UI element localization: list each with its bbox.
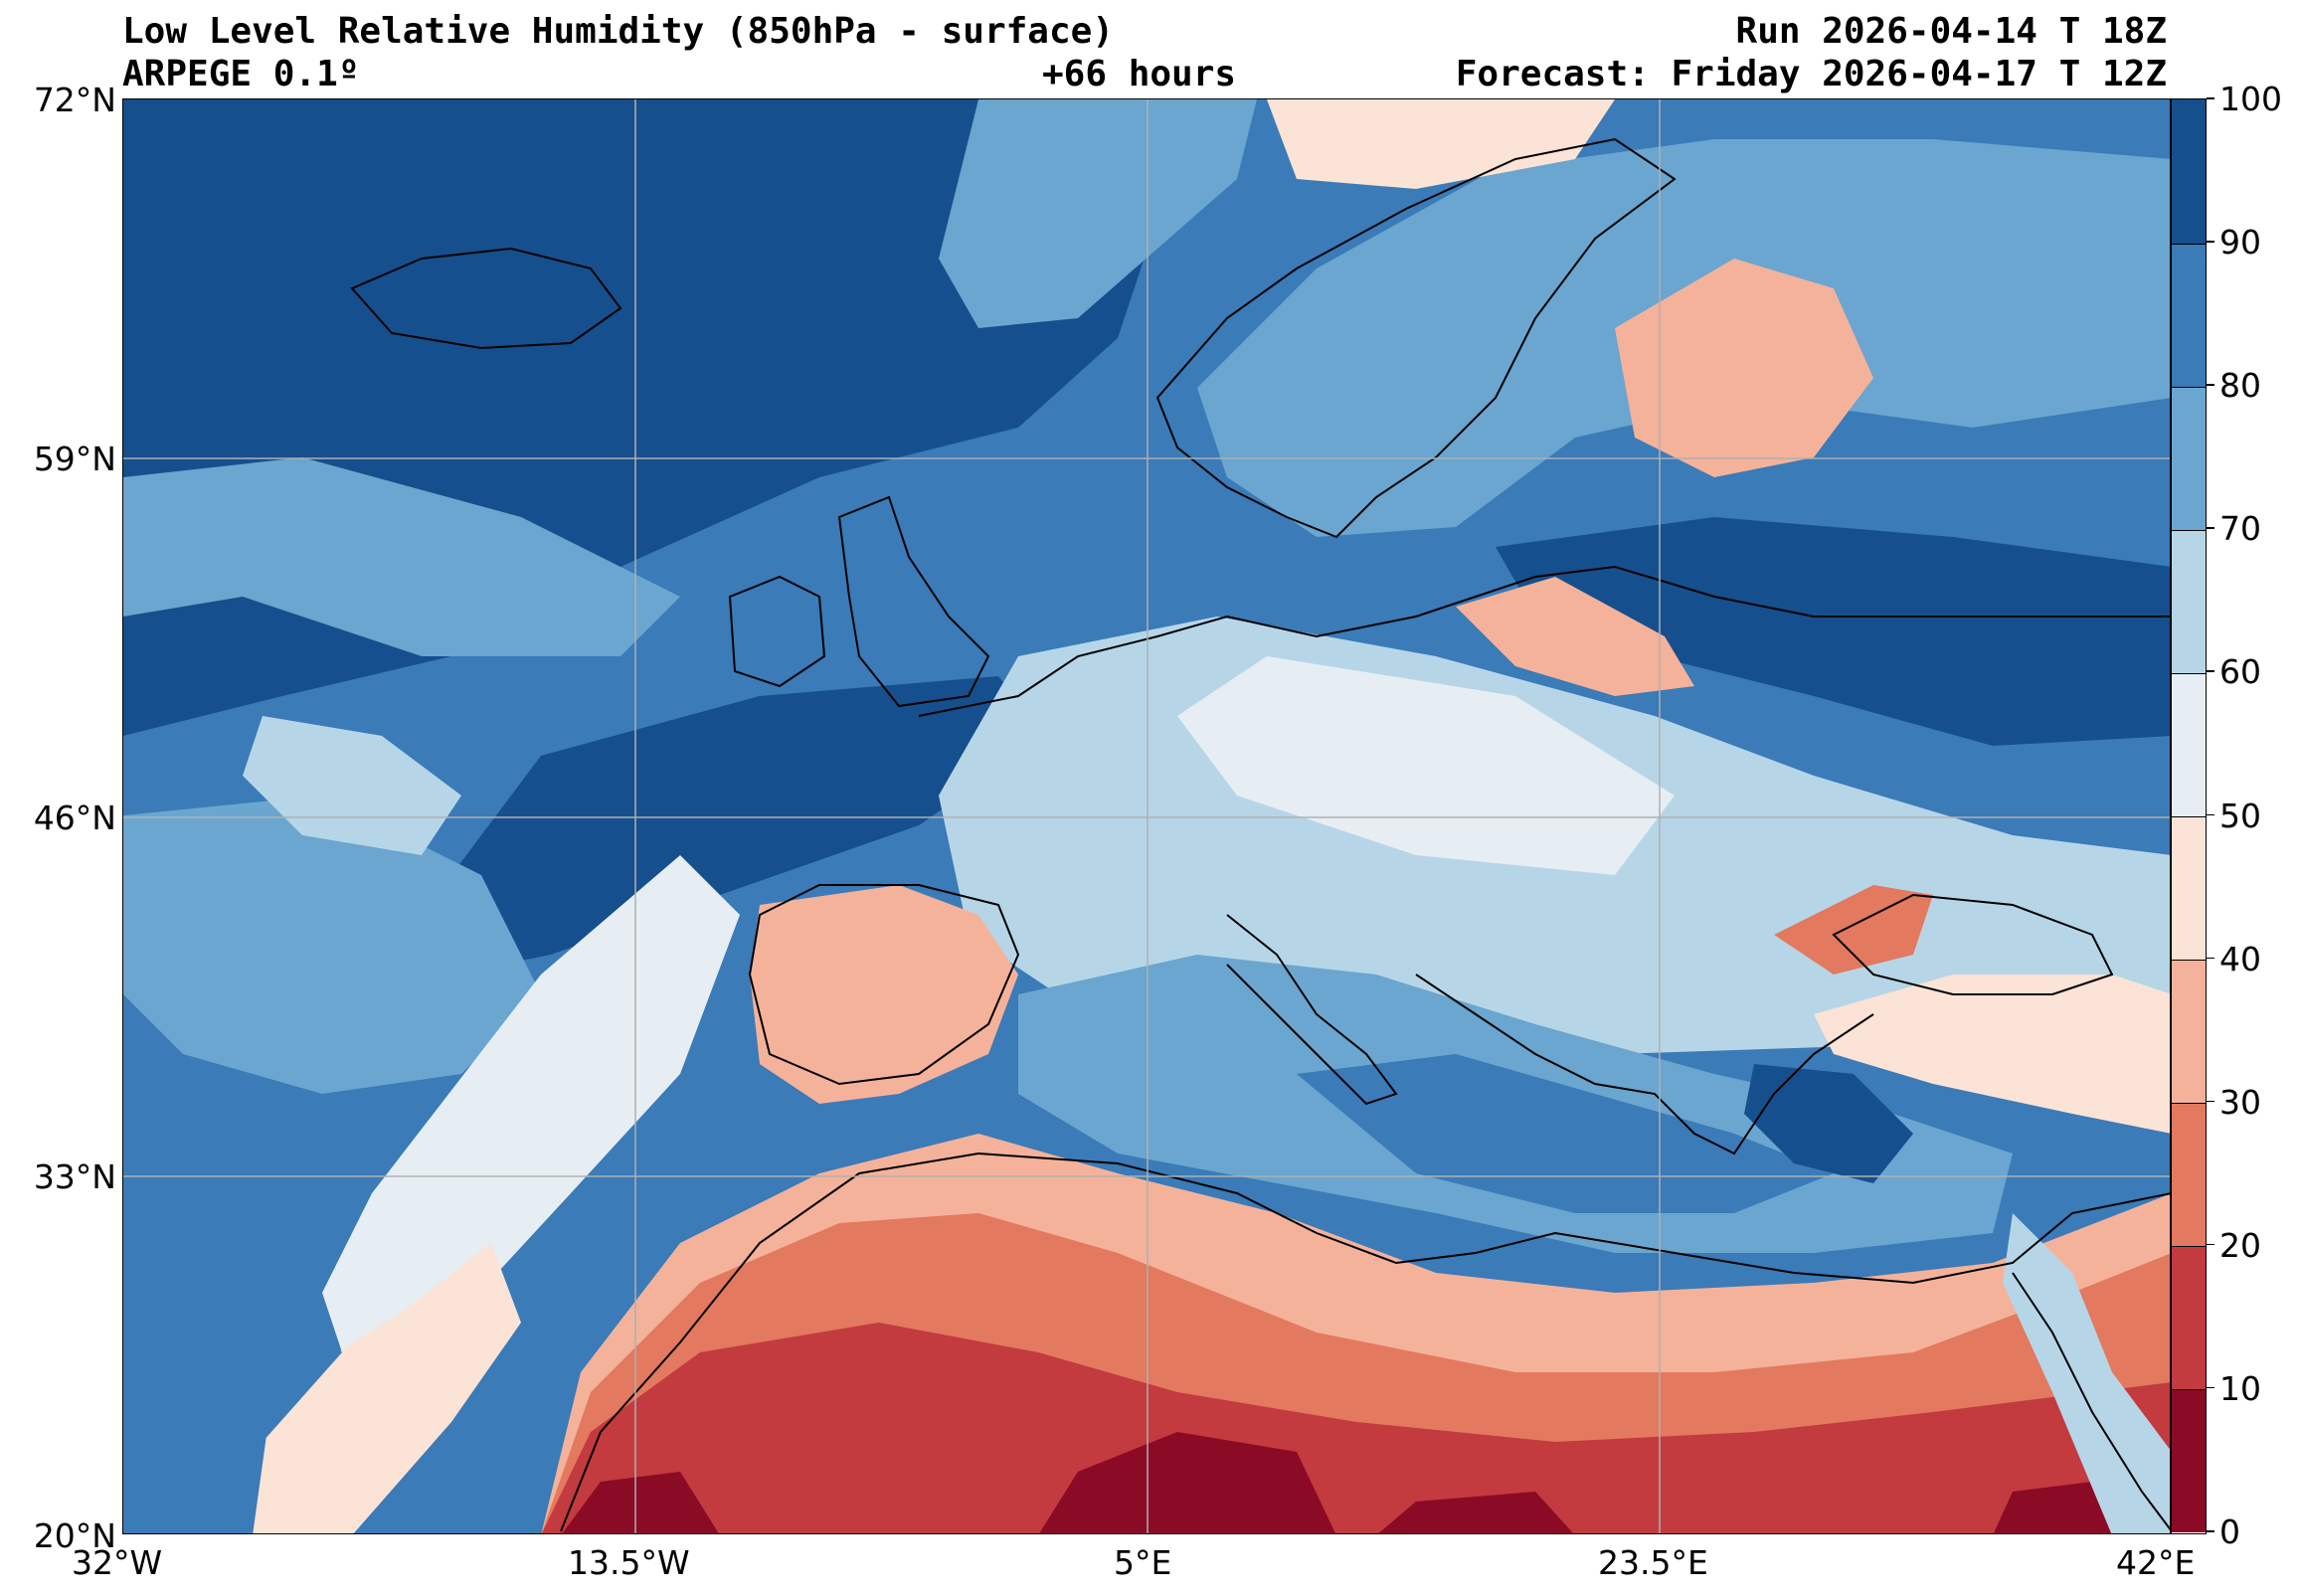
lon-tick-label: 5°E — [1114, 1543, 1172, 1582]
colorbar-tick — [2207, 97, 2214, 99]
model-label: ARPEGE 0.1º — [122, 54, 360, 94]
humidity-zone-north-sea-band — [939, 99, 1257, 328]
lon-tick-label: 23.5°E — [1598, 1543, 1708, 1582]
humidity-zone-atlantic-streak — [243, 716, 461, 855]
coastline-red-sea — [2012, 1272, 2170, 1531]
humidity-zone-canary-dry — [253, 1243, 521, 1533]
coastline-britain — [837, 495, 990, 708]
colorbar-segment — [2172, 1245, 2206, 1391]
humidity-zone-sahara-core — [562, 1472, 719, 1533]
humidity-zone-africa-10 — [541, 1323, 2170, 1533]
humidity-field — [123, 99, 2170, 1533]
coastlines — [350, 137, 2170, 1532]
coastline-ireland — [728, 575, 826, 688]
colorbar-tick-label: 0 — [2219, 1512, 2240, 1551]
humidity-zone-aegean — [1744, 1064, 1913, 1183]
humidity-zone-canary-moist — [123, 1243, 342, 1492]
humidity-zone-poland-dry — [1456, 577, 1694, 696]
humidity-zone-baltic-moist — [1496, 517, 2170, 746]
coastline-scandinavia — [1155, 137, 1677, 539]
lat-tick-label: 33°N — [33, 1157, 116, 1196]
coastline-black-sea — [1832, 893, 2114, 995]
colorbar-tick-label: 100 — [2219, 80, 2282, 118]
colorbar-tick-label: 20 — [2219, 1225, 2261, 1265]
colorbar-segment — [2172, 529, 2206, 674]
humidity-map — [122, 98, 2171, 1534]
lon-tick-label: 42°E — [2116, 1543, 2196, 1582]
colorbar-tick — [2207, 384, 2214, 386]
lon-tick-label: 13.5°W — [568, 1543, 690, 1582]
colorbar-tick-label: 40 — [2219, 939, 2261, 978]
lat-tick-label: 59°N — [33, 440, 116, 478]
colorbar-tick — [2207, 670, 2214, 672]
colorbar-segment — [2172, 1102, 2206, 1248]
colorbar-tick — [2207, 1530, 2214, 1532]
colorbar-tick — [2207, 1100, 2214, 1103]
colorbar-tick-label: 30 — [2219, 1082, 2261, 1122]
humidity-zone-mediterranean-core — [1297, 1054, 1834, 1213]
humidity-zone-sahara-core — [1039, 1432, 1336, 1533]
colorbar-tick-label: 80 — [2219, 366, 2261, 406]
colorbar-segment — [2172, 672, 2206, 817]
forecast-label: Forecast: Friday 2026-04-17 T 12Z — [1455, 54, 2167, 94]
gridlines — [123, 99, 2170, 1533]
colorbar-tick — [2207, 1243, 2214, 1246]
colorbar-tick — [2207, 813, 2214, 815]
colorbar-segment — [2172, 815, 2206, 962]
colorbar-tick-label: 10 — [2219, 1368, 2261, 1408]
colorbar-tick-label: 90 — [2219, 223, 2261, 263]
colorbar-tick — [2207, 527, 2214, 529]
lat-tick-label: 72°N — [33, 81, 116, 119]
lat-tick-label: 20°N — [33, 1516, 116, 1555]
colorbar — [2171, 98, 2207, 1534]
colorbar-tick-label: 60 — [2219, 652, 2261, 692]
humidity-zone-iberia — [750, 885, 1018, 1104]
humidity-zone-red-sea — [2003, 1213, 2170, 1533]
colorbar-tick-label: 50 — [2219, 796, 2261, 835]
humidity-zone-finland-dry — [1615, 259, 1873, 477]
colorbar-tick — [2207, 1386, 2214, 1389]
humidity-zone-anatolia — [1814, 975, 2170, 1134]
humidity-zone-atlantic-streak — [123, 796, 541, 1094]
humidity-zone-sahara-core — [1378, 1492, 1574, 1533]
humidity-zone-black-sea-dry — [1774, 885, 1933, 975]
colorbar-segment — [2172, 959, 2206, 1105]
colorbar-tick — [2207, 241, 2214, 243]
humidity-zone-europe-light — [1177, 656, 1675, 875]
coastline-europe — [918, 565, 2170, 717]
humidity-zone-sahara-core — [1993, 1482, 2112, 1533]
colorbar-segment — [2172, 386, 2206, 531]
colorbar-segment — [2172, 1388, 2206, 1533]
humidity-zone-atlantic-band — [422, 676, 1048, 975]
coastline-north-africa — [560, 1152, 2170, 1532]
colorbar-tick — [2207, 957, 2214, 960]
colorbar-segment — [2172, 243, 2206, 388]
map-title: Low Level Relative Humidity (850hPa - su… — [122, 11, 1114, 52]
coastline-iberia — [748, 884, 1020, 1086]
colorbar-tick-label: 70 — [2219, 509, 2261, 549]
humidity-zone-atlantic-streak — [123, 457, 680, 656]
coastline-iceland — [350, 247, 622, 350]
run-label: Run 2026-04-14 T 18Z — [1735, 11, 2167, 52]
coastline-balkans — [1415, 974, 1874, 1155]
lon-tick-label: 32°W — [72, 1543, 163, 1582]
colorbar-segment — [2172, 99, 2206, 245]
lead-time-label: +66 hours — [1042, 54, 1237, 94]
coastline-italy — [1226, 914, 1398, 1106]
humidity-zone-barents-dry — [1267, 99, 1615, 189]
lat-tick-label: 46°N — [33, 798, 116, 837]
